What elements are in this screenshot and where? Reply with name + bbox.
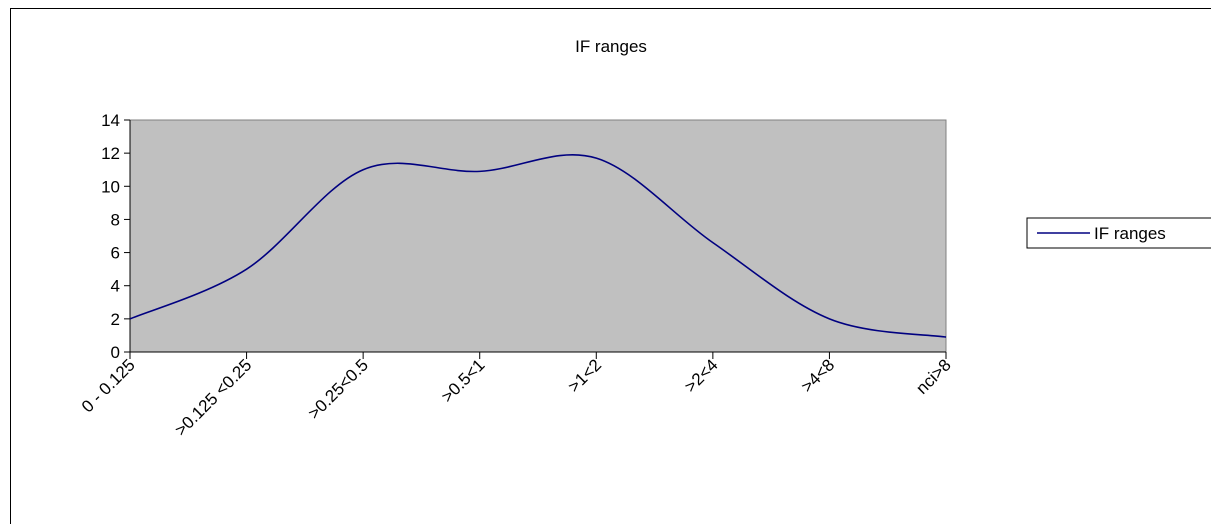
y-tick-label: 6	[111, 244, 120, 263]
y-tick-label: 12	[101, 144, 120, 163]
y-tick-label: 0	[111, 343, 120, 362]
plot-area	[129, 119, 947, 353]
y-tick-label: 8	[111, 210, 120, 229]
y-tick-label: 10	[101, 177, 120, 196]
series-line	[129, 154, 947, 338]
y-tick-label: 2	[111, 310, 120, 329]
legend-label: IF ranges	[1094, 224, 1166, 243]
y-tick-label: 4	[111, 277, 120, 296]
chart-title: IF ranges	[575, 37, 647, 56]
y-tick-label: 14	[101, 111, 120, 130]
